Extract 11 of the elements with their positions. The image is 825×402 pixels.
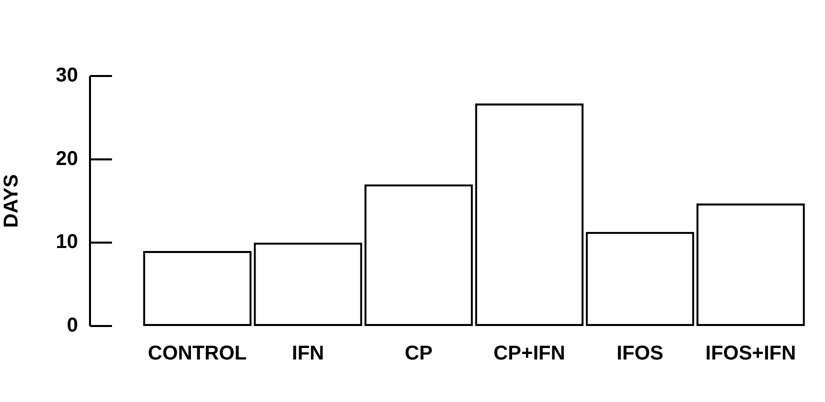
y-tick-label: 20 — [56, 148, 78, 170]
x-tick-label: CP+IFN — [493, 342, 566, 365]
x-tick-label: IFOS+IFN — [705, 342, 796, 365]
y-tick-label: 10 — [56, 231, 78, 254]
y-tick-label: 0 — [66, 314, 78, 337]
x-tick-label: IFOS — [616, 342, 664, 365]
x-tick-label: IFN — [292, 342, 324, 365]
y-tick-label: 30 — [56, 64, 78, 87]
x-tick-label: CONTROL — [148, 342, 247, 365]
x-tick-label: CP — [404, 342, 433, 365]
y-axis-title: DAYS — [0, 174, 23, 228]
